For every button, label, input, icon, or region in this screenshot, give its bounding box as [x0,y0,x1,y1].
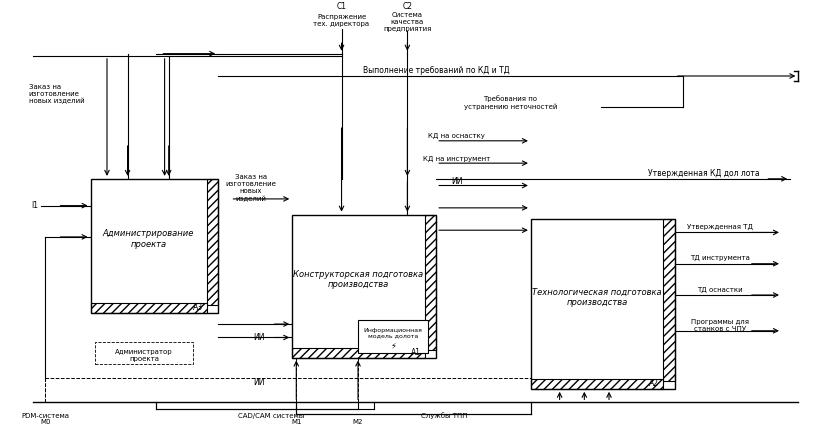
Text: М1: М1 [291,419,301,426]
Text: Программы для
станков с ЧПУ: Программы для станков с ЧПУ [691,319,749,332]
Text: Службы ТПП: Службы ТПП [421,412,467,419]
Text: I1: I1 [31,201,38,210]
Text: Информационная
модель долота: Информационная модель долота [364,328,422,338]
Text: КД на инструмент: КД на инструмент [423,156,491,162]
Text: A2: A2 [649,379,659,388]
Bar [531,379,663,389]
Bar [425,215,436,350]
Text: ИИ: ИИ [253,378,265,387]
Text: Утвержденная КД дол лота: Утвержденная КД дол лота [648,169,760,178]
Bar [358,320,428,353]
Text: С2: С2 [402,2,412,11]
Text: PDM-система: PDM-система [21,413,69,419]
Text: Требования по
устранению неточностей: Требования по устранению неточностей [463,96,557,110]
Bar [207,179,218,305]
Bar [91,303,207,313]
Bar [663,219,675,381]
Bar [663,219,675,381]
Text: Заказ на
изготовление
новых изделий: Заказ на изготовление новых изделий [29,84,85,104]
Text: М2: М2 [353,419,363,426]
Text: Заказ на
изготовление
новых
изделий: Заказ на изготовление новых изделий [226,174,277,202]
Bar [91,179,218,313]
Bar [292,348,425,358]
Text: Технологическая подготовка
производства: Технологическая подготовка производства [532,287,662,307]
Bar [292,215,436,358]
Text: ИИ: ИИ [451,177,463,186]
Text: A3: A3 [193,303,202,312]
Bar [425,215,436,350]
Text: Конструкторская подготовка
производства: Конструкторская подготовка производства [293,270,424,289]
Text: КД на оснастку: КД на оснастку [428,133,486,139]
Text: С1: С1 [337,2,346,11]
Bar [95,342,193,364]
Text: Администратор
проекта: Администратор проекта [115,349,173,362]
Text: М0: М0 [40,419,50,426]
Text: Система
качества
предприятия: Система качества предприятия [384,13,431,32]
Text: Выполнение требований по КД и ТД: Выполнение требований по КД и ТД [363,66,509,75]
Bar [531,379,663,389]
Text: Распряжение
тех. директора: Распряжение тех. директора [314,13,370,27]
Text: ТД инструмента: ТД инструмента [690,255,750,261]
Text: Администрирование
проекта: Администрирование проекта [103,229,194,249]
Text: A1: A1 [411,348,421,357]
Text: ИИ: ИИ [253,333,265,342]
Text: CAD/CAM системы: CAD/CAM системы [239,413,305,419]
Bar [91,303,207,313]
Text: Утвержденная ТД: Утвержденная ТД [687,224,753,230]
Text: ⚡: ⚡ [390,341,396,350]
Bar [531,219,675,389]
Bar [207,179,218,305]
Bar [292,348,425,358]
Text: ТД оснастки: ТД оснастки [697,287,743,293]
